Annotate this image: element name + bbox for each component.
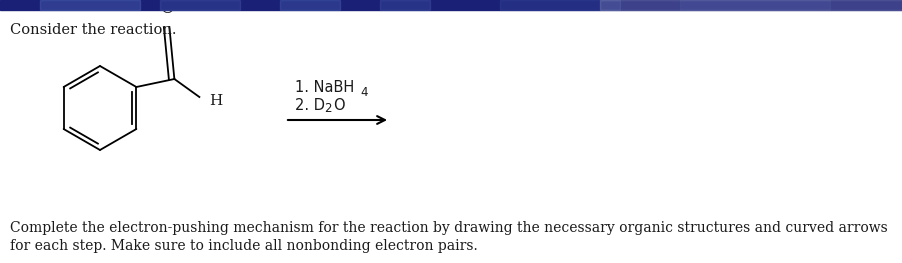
Bar [0,0,902,10]
Bar [500,0,620,10]
Text: H: H [209,94,223,108]
Bar [679,0,829,10]
Bar [160,0,240,10]
Bar [380,0,429,10]
Text: 4: 4 [360,85,367,99]
Text: 2. D: 2. D [295,98,325,113]
Text: Consider the reaction.: Consider the reaction. [10,23,176,37]
Text: O: O [160,0,173,17]
Text: 2: 2 [324,103,331,115]
Text: for each step. Make sure to include all nonbonding electron pairs.: for each step. Make sure to include all … [10,239,477,253]
Text: 1. NaBH: 1. NaBH [295,80,354,95]
Bar [599,0,902,10]
Bar [280,0,340,10]
Bar [40,0,140,10]
Text: Complete the electron-pushing mechanism for the reaction by drawing the necessar: Complete the electron-pushing mechanism … [10,221,887,235]
Text: O: O [333,98,345,113]
